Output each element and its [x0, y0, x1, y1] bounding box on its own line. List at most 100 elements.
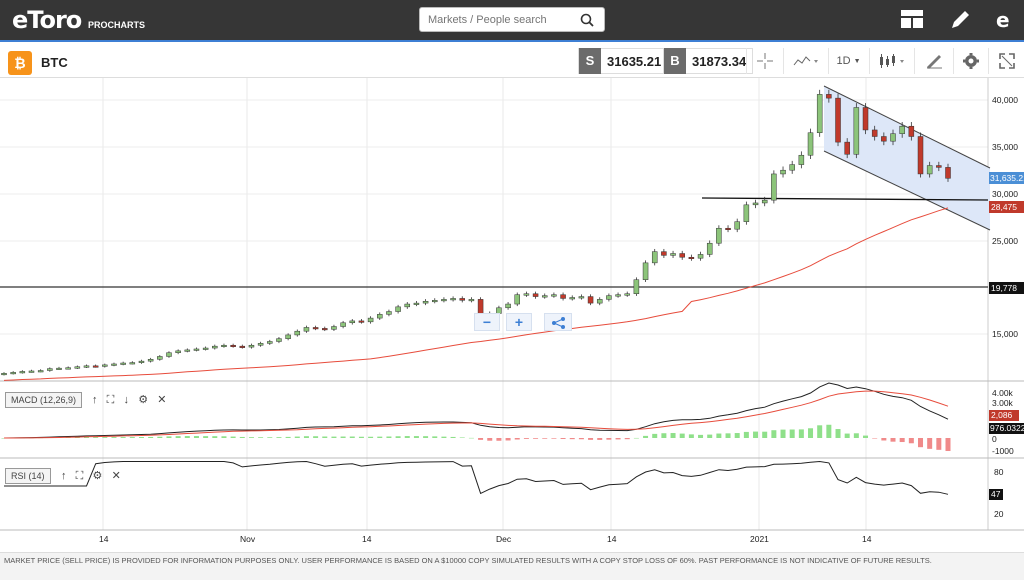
macd-bar	[835, 429, 841, 438]
crosshair-icon	[756, 53, 773, 69]
macd-bar	[661, 433, 667, 438]
macd-bar	[853, 433, 859, 438]
arrow-up-icon[interactable]: ↑	[92, 394, 98, 406]
candle	[505, 303, 511, 309]
settings-button[interactable]	[953, 48, 987, 74]
time-tick: 14	[99, 534, 109, 544]
support-line[interactable]	[701, 197, 989, 201]
chart-type-button[interactable]	[783, 48, 827, 74]
candle	[596, 299, 603, 304]
candle	[349, 320, 356, 324]
zoom-in-button[interactable]: +	[506, 313, 532, 331]
fullscreen-button[interactable]	[988, 48, 1024, 74]
macd-signal-line	[4, 390, 949, 439]
maximize-icon[interactable]: ⛶	[75, 470, 84, 482]
candle	[459, 298, 466, 301]
timeframe-button[interactable]: 1D ▼	[828, 48, 868, 74]
etoro-e-icon[interactable]: e	[992, 8, 1016, 37]
timeframe-label: 1D	[836, 55, 851, 67]
macd-bar	[157, 436, 163, 438]
drawing-tools-button[interactable]	[914, 48, 952, 74]
candle	[514, 294, 520, 305]
candle	[826, 94, 832, 99]
price-tick: 25,000	[992, 236, 1018, 246]
chart-area[interactable]: 40,000 35,000 30,000 25,000 15,000 31,63…	[0, 78, 1024, 552]
macd-bar	[899, 438, 905, 443]
arrow-down-icon[interactable]: ↓	[123, 394, 130, 406]
gear-icon[interactable]: ⚙	[92, 470, 103, 482]
macd-bar	[193, 436, 199, 438]
arrow-up-icon[interactable]: ↑	[61, 470, 67, 482]
candle	[395, 306, 401, 312]
macd-bar	[93, 437, 99, 438]
rsi-axis: 80 20	[994, 467, 1004, 519]
candle	[798, 154, 805, 165]
time-tick: 14	[862, 534, 872, 544]
layout-icon[interactable]	[900, 8, 924, 35]
rsi-label[interactable]: RSI (14)	[5, 468, 51, 484]
line-value-tag	[989, 282, 1024, 294]
crosshair-button[interactable]	[746, 48, 782, 74]
macd-bar	[844, 433, 850, 438]
maximize-icon[interactable]: ⛶	[106, 394, 115, 406]
search-input[interactable]	[428, 8, 578, 31]
candle	[725, 227, 731, 230]
candle-style-button[interactable]	[869, 48, 913, 74]
buy-price-box[interactable]: B 31873.34	[663, 48, 754, 74]
disclaimer-footer: MARKET PRICE (SELL PRICE) IS PROVIDED FO…	[0, 552, 1024, 580]
candle	[734, 221, 740, 230]
channel-lower-line[interactable]	[823, 150, 991, 231]
search-icon[interactable]	[580, 13, 594, 32]
macd-bar	[578, 438, 584, 440]
macd-controls: ↑ ⛶ ↓ ⚙ ✕	[92, 393, 166, 407]
candle	[871, 129, 878, 137]
instrument-symbol: BTC	[41, 55, 68, 70]
candle	[257, 343, 264, 346]
macd-bar	[230, 436, 236, 438]
candle	[716, 227, 722, 244]
candle	[147, 359, 154, 362]
close-icon[interactable]: ✕	[111, 470, 121, 482]
macd-bar	[890, 438, 896, 442]
macd-axis: 4.00k 3.00k 0 -1000	[992, 388, 1014, 456]
macd-bar	[285, 436, 291, 438]
rsi-line	[4, 460, 949, 495]
candle	[945, 167, 951, 179]
candle	[166, 352, 172, 357]
search-box[interactable]	[419, 7, 605, 32]
candle	[541, 295, 548, 298]
close-icon[interactable]: ✕	[157, 394, 167, 406]
candle	[917, 136, 924, 175]
macd-bar	[817, 425, 823, 438]
candle	[322, 328, 328, 331]
zoom-out-button[interactable]: −	[474, 313, 500, 331]
candle	[862, 107, 869, 131]
macd-bar	[239, 436, 245, 438]
macd-bar	[753, 431, 759, 438]
macd-value2-tag	[989, 423, 1024, 434]
price-tick: 35,000	[992, 142, 1018, 152]
share-button[interactable]	[544, 313, 572, 331]
macd-bar	[138, 437, 144, 438]
candle	[111, 363, 117, 366]
candle	[606, 295, 612, 300]
candle	[248, 344, 255, 348]
candle	[771, 173, 777, 201]
gear-icon[interactable]: ⚙	[138, 394, 149, 406]
etoro-logo[interactable]: eToro	[12, 6, 82, 34]
sell-price-box[interactable]: S 31635.21	[578, 48, 669, 74]
chart-toolbar: ₿ BTC S 31635.21 B 31873.34 1D ▼	[0, 40, 1024, 78]
time-axis: 14 Nov 14 Dec 14 2021 14	[99, 534, 872, 544]
candles-group	[1, 89, 951, 376]
macd-label[interactable]: MACD (12,26,9)	[5, 392, 83, 408]
channel-upper-line[interactable]	[823, 85, 991, 169]
rsi-controls: ↑ ⛶ ⚙ ✕	[61, 469, 121, 483]
procharts-label: PROCHARTS	[88, 20, 146, 30]
time-tick: 14	[362, 534, 372, 544]
macd-bar	[111, 437, 117, 438]
price-chart[interactable]: 40,000 35,000 30,000 25,000 15,000 31,63…	[0, 78, 1024, 552]
macd-bar	[762, 431, 768, 438]
macd-bar	[313, 436, 319, 438]
candle	[56, 367, 62, 370]
pencil-icon[interactable]	[948, 8, 972, 37]
